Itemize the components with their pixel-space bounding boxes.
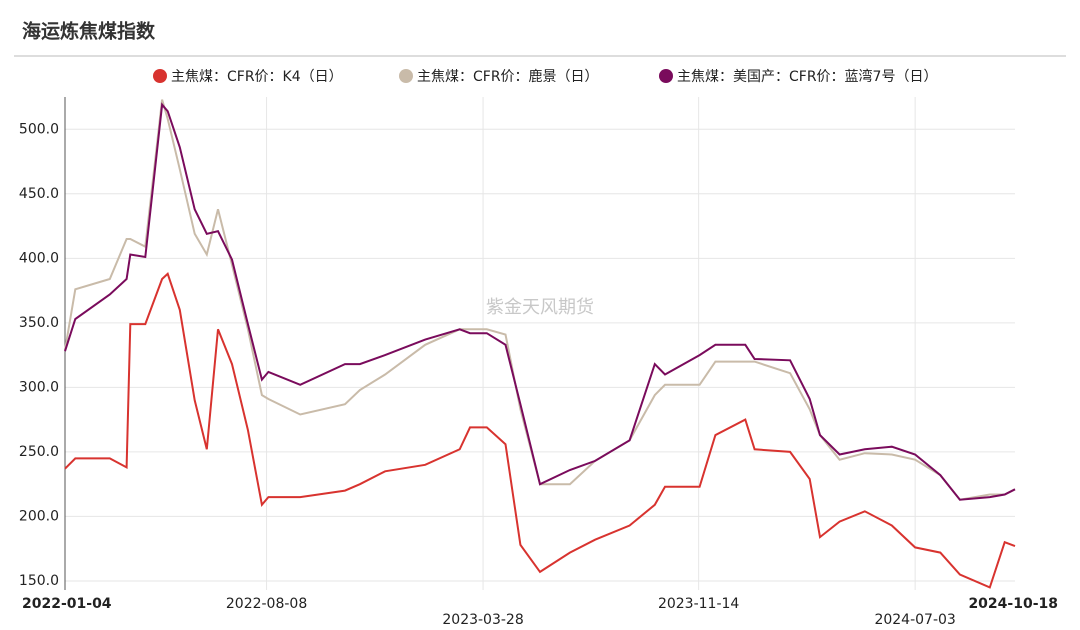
x-tick-label: 2024-10-18 bbox=[968, 596, 1058, 612]
legend-marker bbox=[659, 69, 673, 83]
y-tick-label: 450.0 bbox=[19, 186, 59, 202]
legend-marker bbox=[153, 69, 167, 83]
x-tick-label: 2022-01-04 bbox=[22, 596, 112, 612]
legend-marker bbox=[399, 69, 413, 83]
legend-label: 主焦煤：CFR价：K4（日） bbox=[171, 69, 343, 85]
legend: 主焦煤：CFR价：K4（日） 主焦煤：CFR价：鹿景（日） 主焦煤：美国产：CFR价… bbox=[153, 68, 937, 85]
legend-label: 主焦煤：CFR价：鹿景（日） bbox=[417, 68, 599, 85]
chart-title: 海运炼焦煤指数 bbox=[22, 20, 156, 43]
x-tick-label: 2024-07-03 bbox=[874, 612, 955, 628]
series-line bbox=[64, 272, 1016, 589]
series-line bbox=[64, 102, 1016, 501]
y-tick-label: 350.0 bbox=[19, 315, 59, 331]
y-tick-label: 250.0 bbox=[19, 444, 59, 460]
y-tick-label: 400.0 bbox=[19, 250, 59, 266]
y-tick-label: 300.0 bbox=[19, 379, 59, 395]
watermark: 紫金天风期货 bbox=[486, 297, 594, 318]
y-tick-label: 150.0 bbox=[19, 573, 59, 589]
x-tick-label: 2022-08-08 bbox=[226, 596, 307, 612]
x-tick-label: 2023-11-14 bbox=[658, 596, 739, 612]
x-tick-label: 2023-03-28 bbox=[442, 612, 523, 628]
series-line bbox=[64, 99, 1016, 501]
y-tick-label: 500.0 bbox=[19, 121, 59, 137]
legend-label: 主焦煤：美国产：CFR价：蓝湾7号（日） bbox=[677, 68, 937, 85]
y-tick-label: 200.0 bbox=[19, 508, 59, 524]
